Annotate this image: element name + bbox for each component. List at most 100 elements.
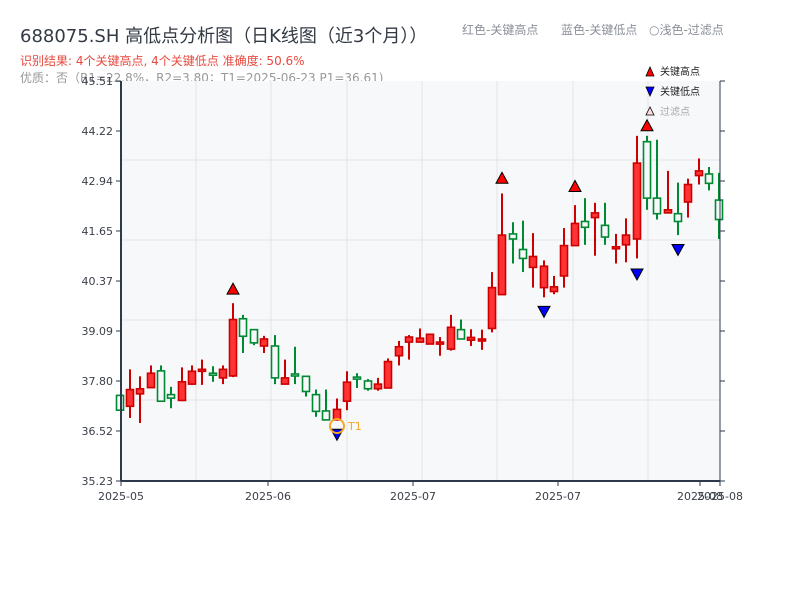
candle (373, 377, 383, 391)
candle (218, 365, 228, 385)
t1-label: T1 (347, 420, 362, 433)
candle-body (321, 410, 331, 421)
candle (456, 319, 466, 340)
candle-body (208, 372, 218, 377)
candle (466, 329, 476, 346)
candle (539, 260, 549, 298)
plot-area (121, 81, 720, 481)
candle-body (249, 328, 259, 344)
candle (166, 386, 176, 409)
candle (135, 376, 145, 424)
candle-body (290, 373, 300, 377)
y-tick-label: 40.37 (82, 275, 114, 288)
y-tick-label: 36.52 (82, 425, 114, 438)
candle-body (228, 318, 238, 377)
key-low-marker-icon (671, 243, 685, 257)
y-tick-label: 44.22 (82, 125, 114, 138)
candle (197, 359, 207, 385)
candle-body (714, 199, 724, 221)
legend-label: 关键低点 (660, 85, 700, 98)
candle (611, 233, 621, 264)
x-tick-label: 2025-07 (535, 490, 581, 503)
candle-body (456, 328, 466, 340)
candle-body (477, 338, 487, 342)
candle-body (590, 212, 600, 219)
candle-body (632, 162, 642, 240)
y-tick-label: 41.65 (82, 225, 114, 238)
axes: 45.51 44.22 42.94 41.65 40.37 39.09 37.80 36.52… (82, 75, 743, 503)
candle (425, 333, 435, 345)
legend-label: 关键高点 (660, 65, 700, 78)
key-high-marker-icon (640, 118, 654, 132)
candle-body (570, 222, 580, 247)
x-tick-label: 2025-07 (390, 490, 436, 503)
candle (549, 275, 559, 295)
candle-body (466, 336, 476, 341)
x-tick-label: 2025-05 (98, 490, 144, 503)
candle-body (363, 380, 373, 390)
candle (435, 337, 445, 356)
candle-body (425, 333, 435, 345)
candle (352, 373, 362, 389)
candle (187, 365, 197, 385)
candle-body (508, 233, 518, 240)
candle (249, 328, 259, 346)
candle (290, 346, 300, 385)
candle (208, 366, 218, 382)
candle-body (621, 234, 631, 246)
candle-body (518, 248, 528, 260)
candle-body (146, 372, 156, 389)
candle (508, 222, 518, 264)
y-tick-label: 35.23 (82, 475, 114, 488)
candle (146, 365, 156, 389)
candle (642, 135, 652, 210)
x-tick-label: 2025-08 (697, 490, 743, 503)
candle-body (663, 208, 673, 214)
candle-body (673, 212, 683, 223)
legend-filtered-icon (645, 106, 655, 116)
candle-body (135, 387, 145, 395)
candle-body (549, 286, 559, 293)
candle (228, 303, 238, 378)
candle (383, 358, 393, 389)
candle (518, 220, 528, 273)
x-tick-label: 2025-06 (245, 490, 291, 503)
candle (497, 193, 507, 296)
candle-body (600, 224, 610, 238)
candle (125, 369, 135, 418)
candle (694, 158, 704, 185)
key-low-marker-icon (537, 305, 551, 319)
candle (683, 178, 693, 218)
candle-body (694, 170, 704, 177)
candle-body (197, 368, 207, 373)
candle (259, 335, 269, 353)
candle-body (642, 140, 652, 199)
legend-high-icon (645, 66, 655, 77)
candle (600, 202, 610, 245)
legend-label: 过滤点 (660, 105, 690, 118)
key-high-marker-icon (495, 171, 509, 184)
candle-body (487, 286, 497, 330)
candle-body (580, 220, 590, 229)
legend-note-red: 红色-关键高点 (462, 23, 539, 37)
candle-body (683, 183, 693, 203)
candle-body (156, 370, 166, 403)
candle (559, 228, 569, 288)
candle (621, 218, 631, 263)
candle (177, 367, 187, 402)
candle-body (539, 265, 549, 289)
candle (704, 166, 714, 191)
candle-body (373, 383, 383, 390)
candle-body (238, 317, 248, 338)
candle (652, 139, 662, 220)
candle (487, 272, 497, 333)
key-point-markers: T1 (226, 118, 685, 442)
candle (301, 375, 311, 397)
candle-body (177, 380, 187, 402)
candle-body (270, 345, 280, 379)
candle-body (497, 234, 507, 296)
candle (590, 202, 600, 256)
y-tick-label: 45.51 (82, 75, 114, 88)
